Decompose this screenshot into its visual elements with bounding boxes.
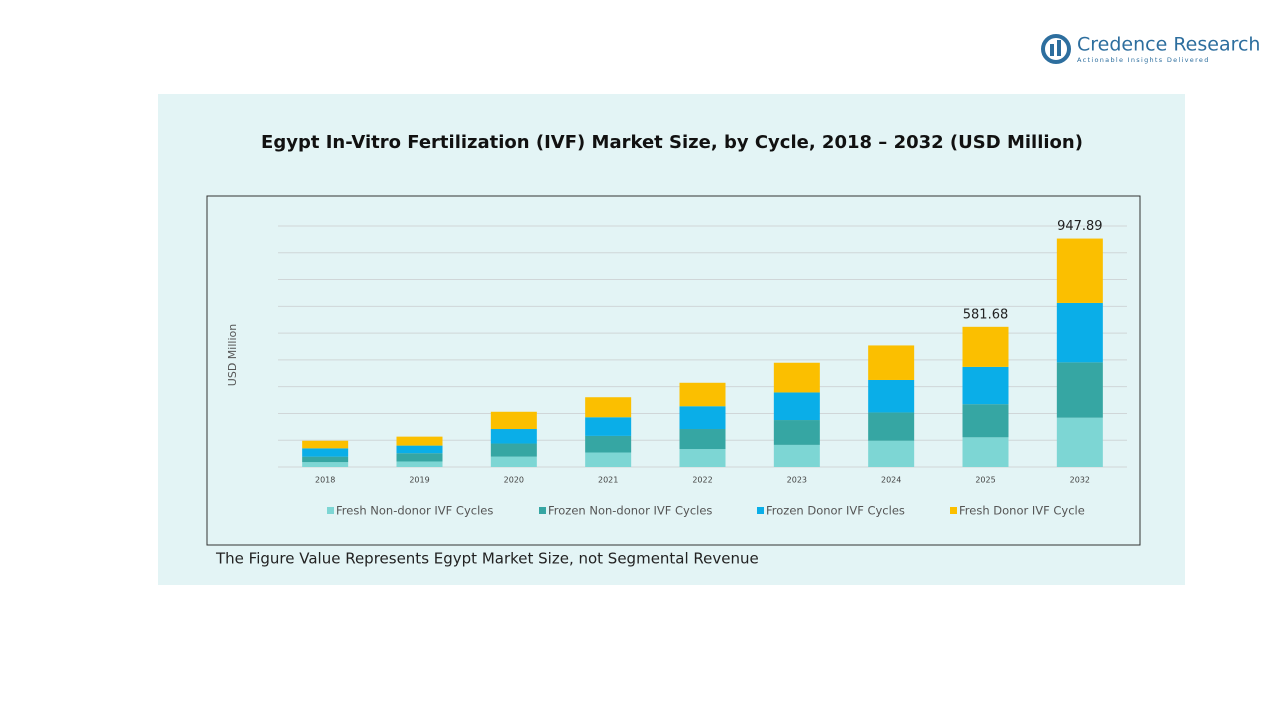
bar-segment [962,326,1009,367]
bar-segment [585,435,632,453]
legend-swatch [757,507,764,514]
logo-icon [1050,44,1054,56]
bar-segment [585,397,632,418]
bar-segment [490,429,537,444]
legend-label: Frozen Non-donor IVF Cycles [548,504,712,518]
bar-segment [1056,238,1103,303]
logo: Credence Research Actionable Insights De… [1041,34,1260,64]
bar-segment [302,448,349,457]
bar-segment [962,404,1009,438]
bar-segment [302,456,349,463]
legend-swatch [539,507,546,514]
bar-segment [868,440,915,467]
bar-segment [1056,417,1103,467]
bar-segment [868,412,915,441]
bar-segment [490,456,537,467]
legend-label: Frozen Donor IVF Cycles [766,504,905,518]
logo-name: Credence Research [1077,34,1260,56]
bar-segment [302,440,349,449]
panel [158,94,1185,585]
bar-segment [962,366,1009,405]
bar-segment [868,379,915,413]
bar-segment [396,453,443,462]
logo-tagline: Actionable Insights Delivered [1077,56,1210,64]
legend-swatch [950,507,957,514]
x-tick-label: 2032 [1070,476,1090,485]
bar-segment [679,429,726,450]
total-label: 947.89 [1057,219,1103,234]
bar-segment [1056,302,1103,363]
x-tick-label: 2023 [787,476,807,485]
total-label: 581.68 [963,307,1009,322]
x-tick-label: 2022 [692,476,712,485]
bar-segment [679,449,726,467]
x-tick-label: 2020 [504,476,524,485]
bar-segment [962,437,1009,467]
bar-segment [773,362,820,393]
x-tick-label: 2021 [598,476,618,485]
legend-swatch [327,507,334,514]
logo-icon [1041,34,1071,64]
bar-segment [490,411,537,430]
bar-segment [679,382,726,407]
logo-icon [1057,40,1061,56]
chart-title: Egypt In-Vitro Fertilization (IVF) Marke… [261,132,1083,153]
bar-segment [302,462,349,467]
bar-segment [396,461,443,467]
legend-label: Fresh Non-donor IVF Cycles [336,504,493,518]
bar-segment [1056,362,1103,418]
y-axis-label: USD Million [226,324,239,386]
x-tick-label: 2024 [881,476,901,485]
legend-label: Fresh Donor IVF Cycle [959,504,1085,518]
x-tick-label: 2018 [315,476,335,485]
bar-segment [396,445,443,454]
bar-segment [585,417,632,436]
bar-segment [773,420,820,445]
bar-segment [679,406,726,430]
plot-frame [206,195,1141,546]
bar-segment [773,444,820,467]
footnote: The Figure Value Represents Egypt Market… [215,550,759,568]
bar-segment [585,452,632,467]
bar-segment [396,436,443,446]
x-tick-label: 2019 [409,476,429,485]
x-tick-label: 2025 [975,476,995,485]
bar-segment [773,392,820,421]
bar-segment [868,345,915,380]
bar-segment [490,443,537,457]
